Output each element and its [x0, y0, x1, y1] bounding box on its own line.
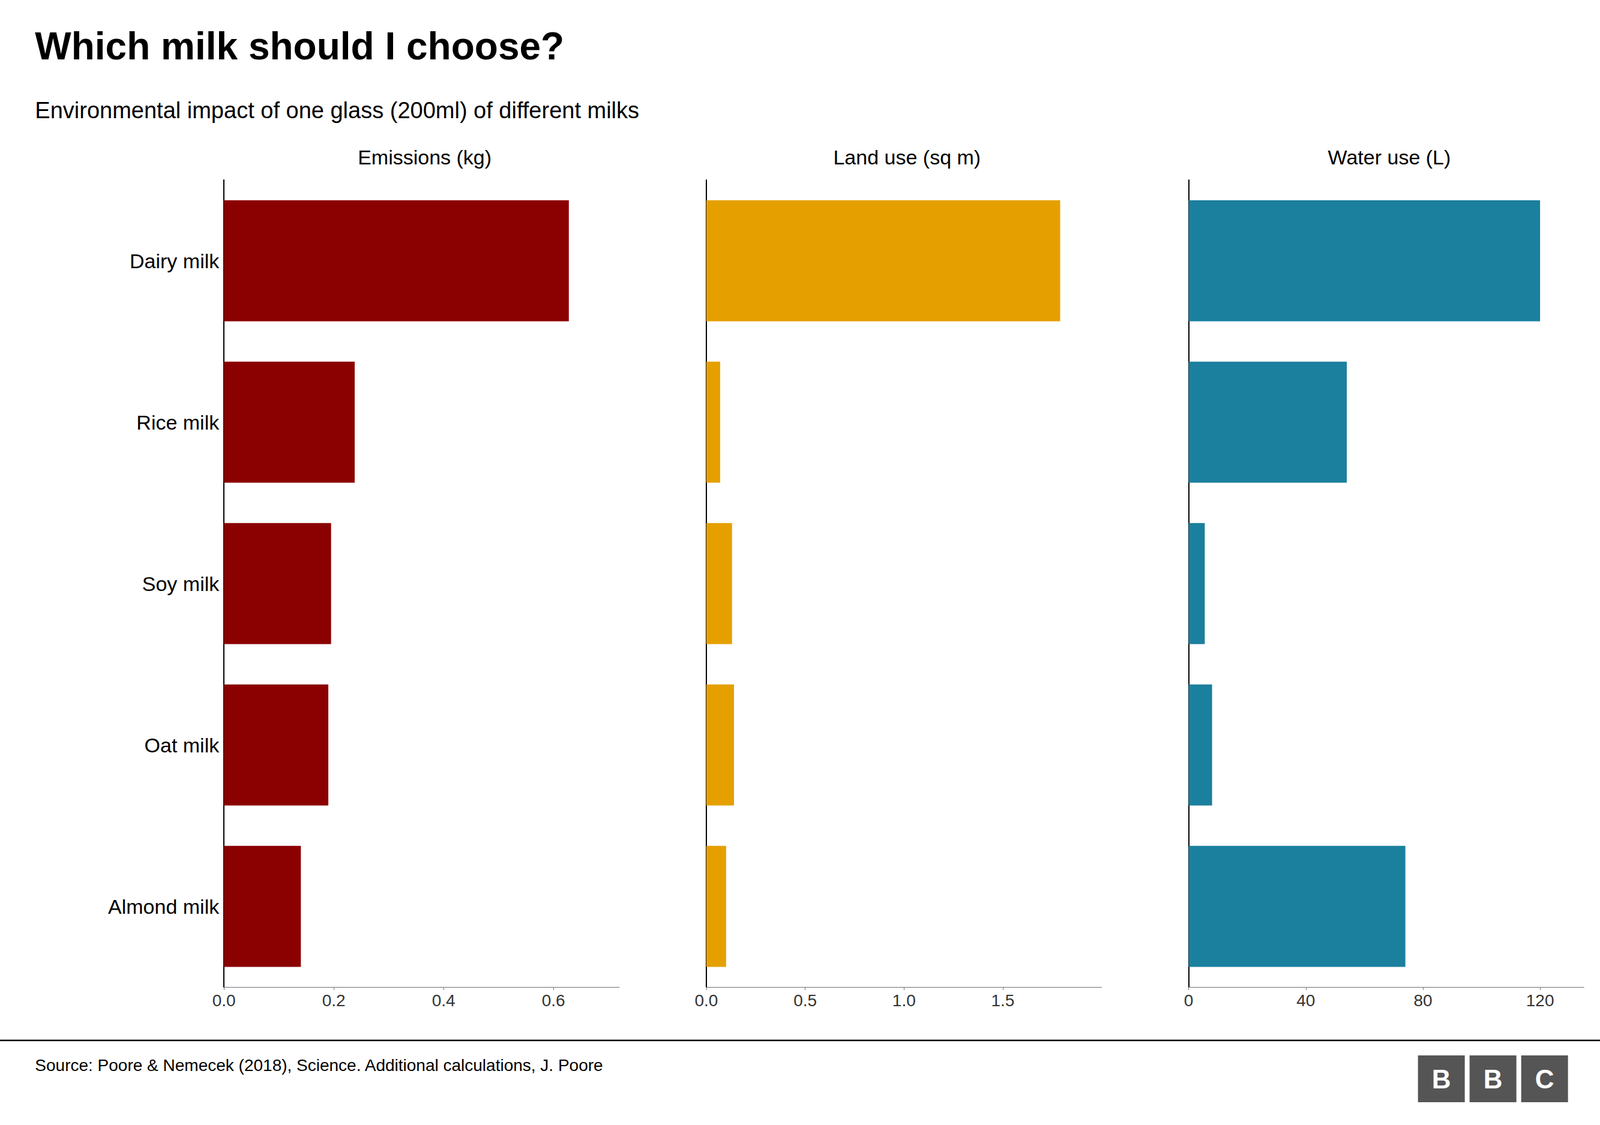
svg-text:120: 120 [1526, 991, 1555, 1011]
svg-text:Dairy milk: Dairy milk [129, 249, 220, 273]
svg-text:Source: Poore & Nemecek (2018): Source: Poore & Nemecek (2018), Science.… [34, 1056, 603, 1075]
svg-text:Land use (sq m): Land use (sq m) [833, 145, 981, 169]
svg-text:40: 40 [1296, 991, 1315, 1011]
svg-text:0: 0 [1184, 991, 1194, 1011]
svg-text:B: B [1431, 1064, 1452, 1095]
svg-text:C: C [1535, 1064, 1555, 1095]
svg-text:Oat milk: Oat milk [144, 733, 221, 757]
svg-text:Environmental impact of one gl: Environmental impact of one glass (200ml… [34, 97, 640, 124]
svg-text:0.5: 0.5 [793, 991, 817, 1011]
svg-text:Rice milk: Rice milk [136, 411, 220, 434]
svg-text:Almond milk: Almond milk [108, 895, 220, 919]
svg-text:0.0: 0.0 [212, 991, 236, 1011]
svg-text:0.4: 0.4 [432, 991, 456, 1011]
svg-text:Water use (L): Water use (L) [1328, 145, 1452, 169]
svg-text:Which milk should I choose?: Which milk should I choose? [34, 24, 565, 68]
svg-text:Emissions (kg): Emissions (kg) [357, 145, 492, 169]
svg-text:Soy milk: Soy milk [142, 572, 220, 596]
svg-text:1.5: 1.5 [991, 991, 1015, 1011]
svg-text:0.2: 0.2 [322, 991, 346, 1011]
svg-text:0.0: 0.0 [694, 991, 718, 1011]
svg-text:B: B [1483, 1064, 1503, 1095]
svg-text:0.6: 0.6 [541, 991, 566, 1011]
svg-text:1.0: 1.0 [892, 991, 916, 1011]
svg-text:80: 80 [1413, 991, 1432, 1011]
